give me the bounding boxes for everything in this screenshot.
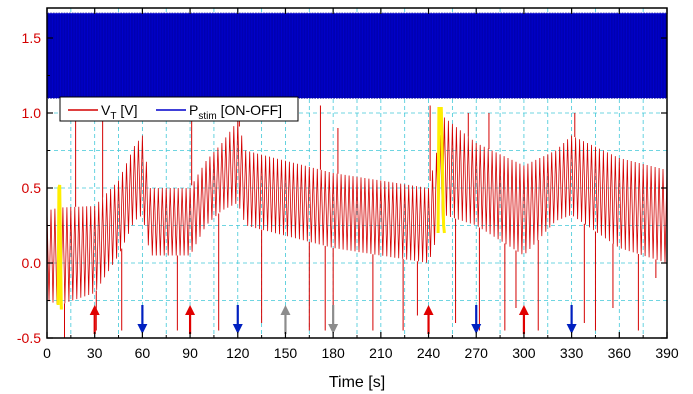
- x-tick-label: 360: [608, 345, 632, 361]
- pstim-series: [46, 12, 668, 99]
- x-tick-label: 390: [655, 345, 679, 361]
- y-tick-label: 0.0: [22, 255, 42, 271]
- x-tick-label: 60: [135, 345, 151, 361]
- x-tick-label: 270: [465, 345, 489, 361]
- y-tick-label: 0.5: [22, 180, 42, 196]
- arrow-marker-up: [280, 305, 291, 334]
- arrow-marker-up: [89, 305, 100, 334]
- x-axis-ticks: 0 30 60 90 120 150 180 210 240 270 300 330 360 390: [43, 8, 679, 361]
- arrow-marker-down: [566, 305, 577, 334]
- x-tick-label: 180: [321, 345, 345, 361]
- x-tick-label: 150: [274, 345, 298, 361]
- arrow-marker-down: [137, 305, 148, 334]
- x-tick-label: 300: [512, 345, 536, 361]
- x-tick-label: 30: [87, 345, 103, 361]
- y-tick-label: 1.5: [22, 30, 42, 46]
- arrow-marker-down: [471, 305, 482, 334]
- legend: VT [V] Pstim [ON-OFF]: [59, 96, 299, 122]
- arrow-marker-up: [423, 305, 434, 334]
- y-tick-label: 1.0: [22, 105, 42, 121]
- arrow-marker-down: [328, 305, 339, 334]
- x-tick-label: 90: [182, 345, 198, 361]
- arrow-marker-down: [232, 305, 243, 334]
- highlight-trace: [436, 107, 446, 234]
- arrow-marker-up: [185, 305, 196, 334]
- x-tick-label: 210: [369, 345, 393, 361]
- x-tick-label: 120: [226, 345, 250, 361]
- legend-pstim-label: Pstim [ON-OFF]: [189, 102, 282, 122]
- legend-box: [59, 96, 299, 122]
- y-tick-label: -0.5: [17, 330, 41, 346]
- x-tick-label: 330: [560, 345, 584, 361]
- highlight-segments: [56, 107, 446, 310]
- y-axis-ticks: -0.5 0.0 0.5 1.0 1.5: [17, 30, 667, 346]
- highlight-trace: [56, 184, 63, 310]
- x-axis-title: Time [s]: [329, 374, 385, 391]
- arrow-markers: [89, 305, 577, 334]
- x-tick-label: 0: [43, 345, 51, 361]
- arrow-marker-up: [518, 305, 529, 334]
- x-tick-label: 240: [417, 345, 441, 361]
- legend-vt-label: VT [V]: [101, 102, 137, 122]
- vt-line: [46, 117, 668, 305]
